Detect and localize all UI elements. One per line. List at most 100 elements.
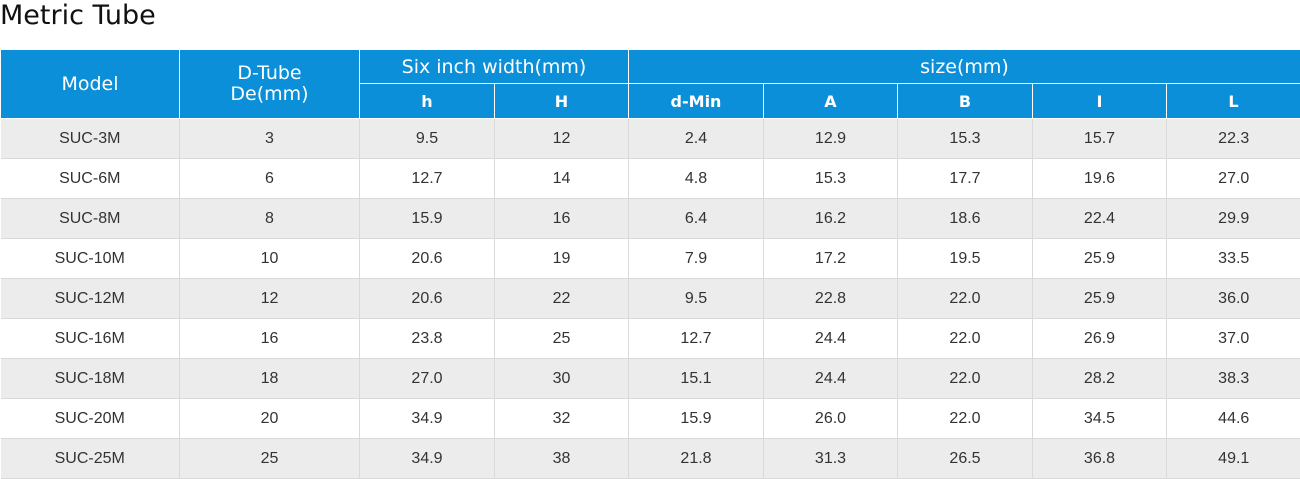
cell-dtube-de: 10 [180,239,360,279]
cell-L: 38.3 [1167,359,1300,399]
cell-I: 19.6 [1033,159,1167,199]
cell-B: 15.3 [898,119,1033,159]
cell-H: 19 [495,239,629,279]
cell-model: SUC-18M [1,359,180,399]
cell-L: 29.9 [1167,199,1300,239]
cell-B: 19.5 [898,239,1033,279]
cell-H: 30 [495,359,629,399]
cell-H: 25 [495,319,629,359]
cell-A: 31.3 [764,439,898,479]
cell-dtube-de: 6 [180,159,360,199]
cell-model: SUC-3M [1,119,180,159]
cell-A: 26.0 [764,399,898,439]
cell-h: 34.9 [360,399,495,439]
cell-H: 22 [495,279,629,319]
cell-A: 15.3 [764,159,898,199]
header-dtube-line2: De(mm) [180,84,359,105]
header-h: h [360,84,495,119]
cell-h: 20.6 [360,239,495,279]
cell-d-min: 9.5 [629,279,764,319]
cell-I: 36.8 [1033,439,1167,479]
cell-L: 33.5 [1167,239,1300,279]
header-L: L [1167,84,1300,119]
cell-model: SUC-12M [1,279,180,319]
cell-h: 23.8 [360,319,495,359]
cell-d-min: 6.4 [629,199,764,239]
cell-H: 38 [495,439,629,479]
cell-A: 24.4 [764,359,898,399]
cell-B: 26.5 [898,439,1033,479]
cell-L: 37.0 [1167,319,1300,359]
cell-A: 16.2 [764,199,898,239]
cell-dtube-de: 25 [180,439,360,479]
cell-h: 34.9 [360,439,495,479]
metric-tube-table: Model D-Tube De(mm) Six inch width(mm) s… [0,49,1300,479]
cell-H: 12 [495,119,629,159]
cell-I: 25.9 [1033,239,1167,279]
cell-d-min: 12.7 [629,319,764,359]
cell-model: SUC-10M [1,239,180,279]
cell-L: 36.0 [1167,279,1300,319]
cell-A: 12.9 [764,119,898,159]
cell-L: 44.6 [1167,399,1300,439]
cell-B: 22.0 [898,399,1033,439]
cell-d-min: 2.4 [629,119,764,159]
table-header: Model D-Tube De(mm) Six inch width(mm) s… [1,50,1300,119]
cell-L: 22.3 [1167,119,1300,159]
cell-dtube-de: 20 [180,399,360,439]
cell-A: 22.8 [764,279,898,319]
cell-dtube-de: 18 [180,359,360,399]
cell-h: 15.9 [360,199,495,239]
header-d-min: d-Min [629,84,764,119]
cell-dtube-de: 12 [180,279,360,319]
header-model: Model [1,50,180,119]
cell-B: 22.0 [898,359,1033,399]
header-six-inch-width: Six inch width(mm) [360,50,629,84]
cell-B: 22.0 [898,279,1033,319]
header-dtube-line1: D-Tube [180,63,359,84]
cell-L: 49.1 [1167,439,1300,479]
cell-H: 14 [495,159,629,199]
cell-model: SUC-6M [1,159,180,199]
cell-I: 28.2 [1033,359,1167,399]
cell-h: 12.7 [360,159,495,199]
cell-model: SUC-16M [1,319,180,359]
page-title: Metric Tube [0,0,156,36]
cell-H: 16 [495,199,629,239]
cell-B: 18.6 [898,199,1033,239]
cell-d-min: 21.8 [629,439,764,479]
cell-dtube-de: 8 [180,199,360,239]
header-dtube: D-Tube De(mm) [180,50,360,119]
header-I: I [1033,84,1167,119]
header-H: H [495,84,629,119]
cell-A: 17.2 [764,239,898,279]
cell-H: 32 [495,399,629,439]
header-B: B [898,84,1033,119]
cell-dtube-de: 3 [180,119,360,159]
header-A: A [764,84,898,119]
cell-model: SUC-20M [1,399,180,439]
cell-I: 34.5 [1033,399,1167,439]
cell-d-min: 4.8 [629,159,764,199]
cell-d-min: 15.9 [629,399,764,439]
cell-B: 17.7 [898,159,1033,199]
cell-I: 15.7 [1033,119,1167,159]
cell-L: 27.0 [1167,159,1300,199]
cell-I: 22.4 [1033,199,1167,239]
cell-B: 22.0 [898,319,1033,359]
cell-h: 27.0 [360,359,495,399]
cell-model: SUC-25M [1,439,180,479]
cell-h: 9.5 [360,119,495,159]
cell-A: 24.4 [764,319,898,359]
cell-d-min: 7.9 [629,239,764,279]
cell-d-min: 15.1 [629,359,764,399]
